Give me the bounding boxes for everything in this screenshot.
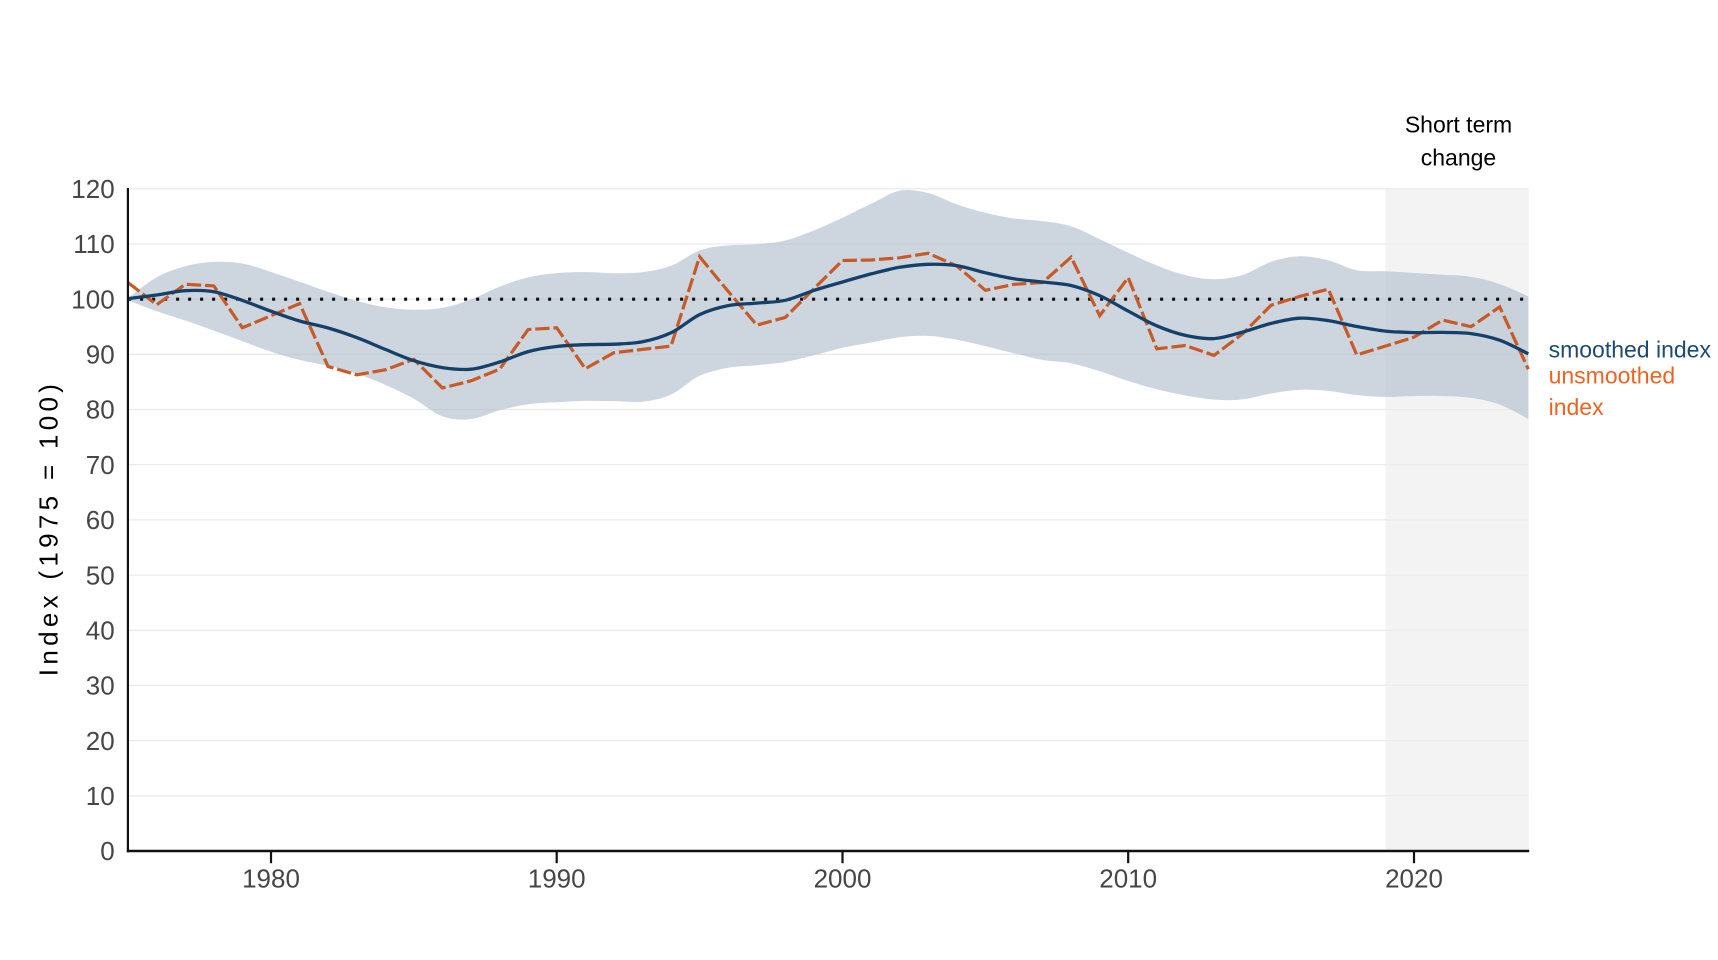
svg-text:1980: 1980 (242, 864, 300, 894)
svg-text:index: index (1549, 394, 1604, 420)
svg-text:0: 0 (100, 836, 114, 866)
svg-text:70: 70 (86, 450, 115, 480)
svg-text:80: 80 (86, 395, 115, 425)
svg-text:2020: 2020 (1385, 864, 1443, 894)
svg-text:2000: 2000 (814, 864, 872, 894)
svg-text:50: 50 (86, 560, 115, 590)
svg-text:unsmoothed: unsmoothed (1549, 363, 1676, 389)
svg-text:30: 30 (86, 671, 115, 701)
svg-text:110: 110 (73, 229, 114, 259)
svg-text:1990: 1990 (528, 864, 586, 894)
svg-text:40: 40 (86, 616, 115, 646)
svg-text:120: 120 (71, 174, 114, 204)
svg-text:60: 60 (86, 505, 115, 535)
svg-text:90: 90 (86, 340, 115, 370)
svg-text:100: 100 (71, 284, 114, 314)
svg-text:2010: 2010 (1099, 864, 1157, 894)
svg-text:Short term: Short term (1405, 112, 1512, 138)
svg-text:change: change (1421, 145, 1496, 171)
svg-text:smoothed index: smoothed index (1549, 337, 1712, 363)
svg-text:Index (1975 = 100): Index (1975 = 100) (34, 380, 64, 676)
svg-text:10: 10 (86, 781, 115, 811)
svg-text:20: 20 (86, 726, 115, 756)
